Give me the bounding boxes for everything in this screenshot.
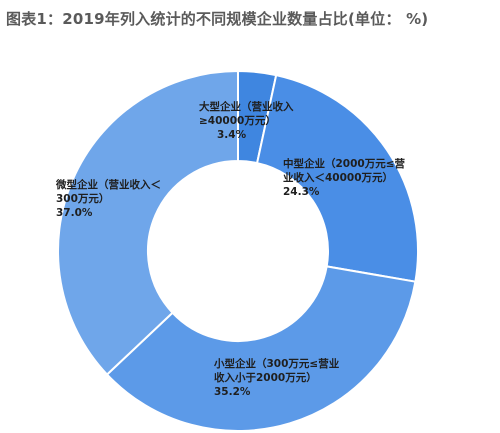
slice-label-0-line-0: 大型企业（营业收入	[199, 100, 294, 113]
slice-label-1-line-1: 业收入＜40000万元）	[283, 171, 393, 184]
slice-2	[105, 265, 417, 432]
slice-label-1-line-0: 中型企业（2000万元≤营	[283, 157, 406, 170]
slice-label-0-line-2: 3.4%	[217, 129, 247, 141]
slice-label-3-line-2: 37.0%	[56, 207, 93, 219]
chart-title: 图表1：2019年列入统计的不同规模企业数量占比(单位： %)	[6, 10, 429, 28]
slice-1	[255, 73, 419, 283]
slice-label-3-line-0: 微型企业（营业收入＜	[55, 178, 161, 191]
slice-label-2-line-1: 收入小于2000万元）	[214, 371, 317, 384]
slice-label-2: 小型企业（300万元≤营业收入小于2000万元） 35.2%	[213, 357, 340, 398]
slice-label-2-line-2: 35.2%	[214, 386, 251, 398]
slice-label-1: 中型企业（2000万元≤营业收入＜40000万元） 24.3%	[283, 157, 406, 198]
slice-label-1-line-2: 24.3%	[283, 186, 320, 198]
donut-slices	[57, 69, 419, 432]
slice-labels: 大型企业（营业收入≥40000万元） 3.4% 中型企业（2000万元≤营业收入＜4…	[55, 100, 406, 398]
slice-label-0: 大型企业（营业收入≥40000万元） 3.4%	[199, 100, 294, 141]
slice-label-0-line-1: ≥40000万元）	[199, 114, 276, 127]
slice-label-2-line-0: 小型企业（300万元≤营业	[213, 357, 340, 370]
slice-label-3: 微型企业（营业收入＜ 300万元） 37.0%	[55, 178, 161, 219]
slice-label-3-line-1: 300万元）	[56, 192, 109, 205]
slice-3	[57, 69, 239, 376]
